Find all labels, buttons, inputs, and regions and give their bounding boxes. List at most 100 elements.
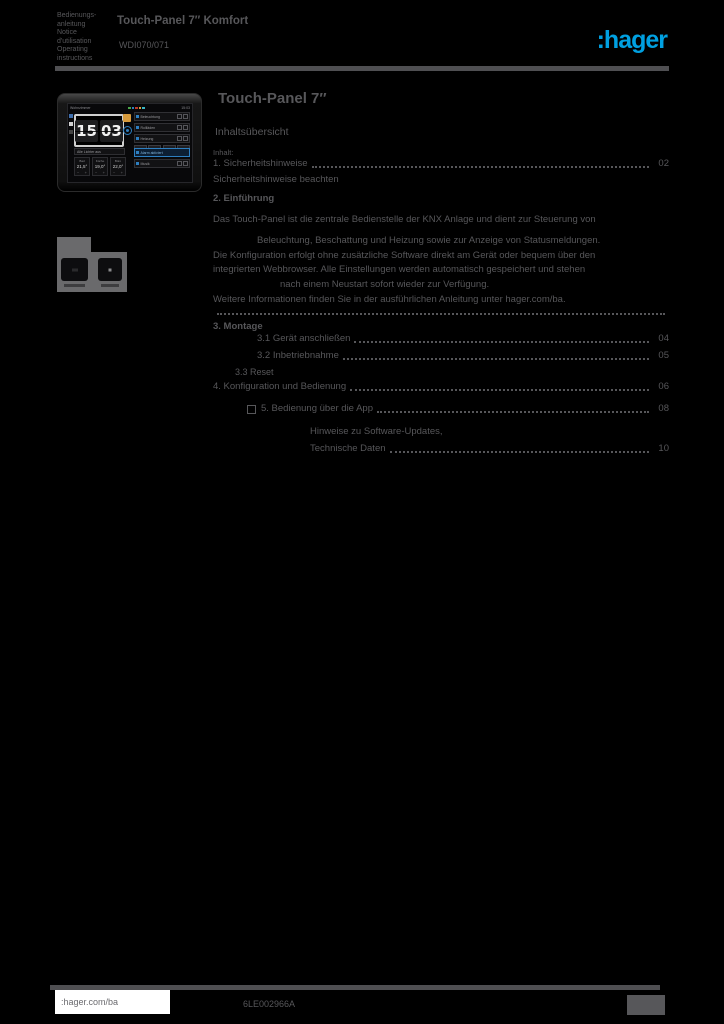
tile-name: Bad [79,159,85,163]
toc-entry[interactable]: 3.2 Inbetriebnahme 05 [257,350,669,362]
text-line: Sicherheitshinweise beachten [213,174,669,186]
music-row: Musik [134,159,190,168]
label: Sicherheitshinweise beachten [213,174,339,185]
control-row: Beleuchtung [134,112,190,121]
text-line: Das Touch-Panel ist die zentrale Bediens… [213,214,669,226]
tile-value: 21,5° [76,164,88,169]
status-icon [128,106,131,109]
toc-entry[interactable]: 4. Konfiguration und Bedienung 06 [213,381,669,393]
text-line: integrierten Webbrowser. Alle Einstellun… [213,264,669,276]
tile-name: Küche [95,159,105,163]
dotted-leader [350,388,649,391]
footer-mark [627,995,665,1015]
language-line: instructions [57,54,93,62]
tile-name: Büro [114,159,122,163]
label: 2. Einführung [213,193,275,204]
footer-link[interactable]: :hager.com/ba [55,990,170,1014]
status-icon [142,106,145,109]
tile-value: 19,0° [94,164,106,169]
page-number: 08 [658,403,669,414]
toc-entry[interactable]: Technische Daten 10 [310,443,669,455]
accessory-device-2 [98,258,122,287]
label: Das Touch-Panel ist die zentrale Bediens… [213,214,596,225]
mini-tile [69,114,73,118]
toc-entry[interactable]: 1. Sicherheitshinweise 02 [213,158,669,170]
label: 3. Montage [213,321,263,332]
label: Inhalt: [213,148,234,157]
label: 4. Konfiguration und Bedienung [213,381,347,392]
accessories-photo-tab [57,237,91,252]
language-line: Operating [57,46,88,53]
document-reference: WDI070/071 [119,40,170,50]
hager-logo: :hager [596,26,668,54]
label: Die Konfiguration erfolgt ohne zusätzlic… [213,250,596,261]
dotted-leader [217,313,665,315]
tile-value: 22,0° [112,164,124,169]
label: 3.3 Reset [235,367,274,377]
label: 5. Bedienung über die App [261,403,373,414]
row-label: Heizung [140,136,154,141]
flip-clock: 15 03 [74,114,124,147]
touch-panel-screen: Wohnzimmer 15:03 15 03 Beleuchtung Rolllä… [67,103,193,183]
music-icon [136,162,139,165]
function-icon [136,137,139,140]
page-number: 05 [658,350,669,361]
text-line: Hinweise zu Software-Updates, [310,426,669,438]
status-icon [131,106,135,109]
status-icon [135,106,138,109]
text-line: 2. Einführung [213,193,669,205]
text-line: Weitere Informationen finden Sie in der … [213,294,669,306]
thermostat-tile: Büro 22,0° − + [110,157,126,176]
dotted-leader [389,450,649,453]
page-number: 02 [658,158,669,169]
footer-rule [50,985,660,990]
info-icon [123,126,132,135]
status-bar: Wohnzimmer 15:03 [70,105,190,111]
document-title: Touch-Panel 7″ Komfort [117,15,249,27]
thermostat-tile: Küche 19,0° − + [92,157,108,176]
function-icon [136,115,139,118]
mini-tile [69,130,73,134]
label: 3.2 Inbetriebnahme [257,350,339,361]
clock-hours: 15 [75,119,98,142]
clock-minutes: 03 [100,119,123,142]
page-number: 04 [658,333,669,344]
status-icons [127,106,145,110]
mini-tile [69,122,73,126]
language-line: anleitung [57,20,86,28]
dotted-leader [376,410,649,413]
dotted-leader [311,165,649,168]
square-bullet-icon [247,404,256,414]
header-language-block: Bedienungs-anleitung Notice d'utilisation O… [57,12,115,63]
dotted-leader [354,340,649,343]
toc-divider [213,313,669,317]
toc-entry[interactable]: 5. Bedienung über die App 08 [247,403,669,415]
product-image-touch-panel: Wohnzimmer 15:03 15 03 Beleuchtung Rolllä… [57,93,202,192]
text-line: Die Konfiguration erfolgt ohne zusätzlic… [213,250,669,262]
control-row: Rollläden [134,123,190,132]
row-label: Beleuchtung [140,114,160,119]
toc-entry[interactable]: 3.1 Gerät anschließen 04 [257,333,669,345]
room-label: Wohnzimmer [70,106,91,110]
page-title: Touch-Panel 7″ [218,90,327,107]
page-number: 06 [658,381,669,392]
alarm-row: Alarm aktiviert [134,148,190,157]
label: Hinweise zu Software-Updates, [310,426,443,437]
thermostat-tile: Bad 21,5° − + [74,157,90,176]
text-line: 3.3 Reset [235,367,669,377]
function-icon [136,126,139,129]
text-line: Beleuchtung, Beschattung und Heizung sow… [257,235,669,247]
language-line: d'utilisation [57,37,92,45]
label: 3.1 Gerät anschließen [257,333,351,344]
text-line: 3. Montage [213,321,669,333]
language-line: Notice [57,29,77,36]
accessories-photo [57,252,127,292]
scene-tile-icon [123,114,131,122]
page-subtitle: Inhaltsübersicht [215,126,289,138]
accessory-device-1 [61,258,88,287]
label: nach einem Neustart sofort wieder zur Ve… [280,279,490,290]
page-number: 10 [658,443,669,454]
row-label: Rollläden [140,125,156,130]
control-row: Heizung [134,134,190,143]
